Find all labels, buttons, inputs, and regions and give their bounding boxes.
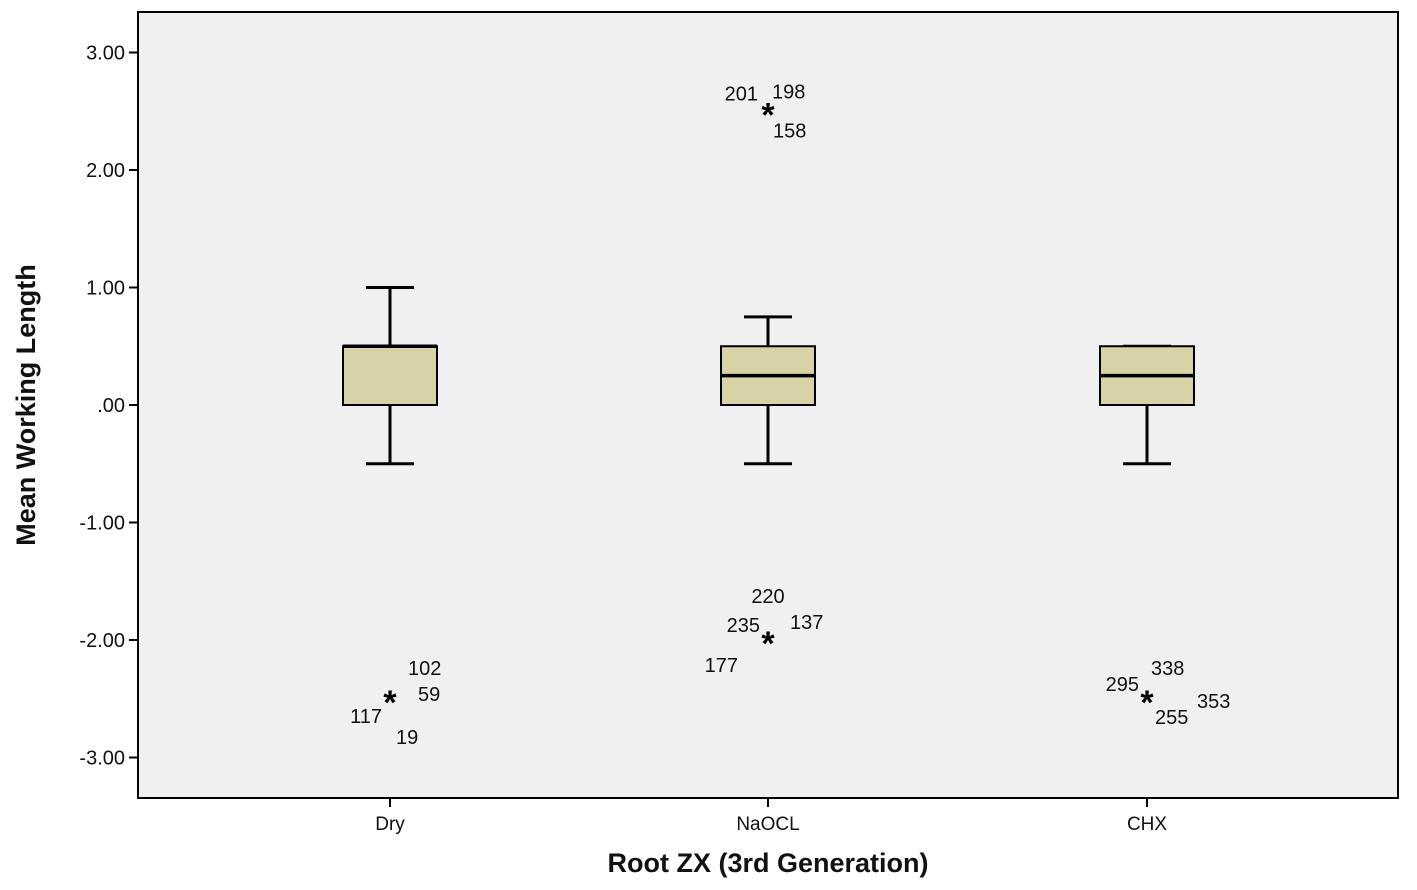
- extreme-case-label: 137: [790, 612, 823, 634]
- y-tick-label: -1.00: [79, 513, 125, 535]
- extreme-case-label: 338: [1151, 658, 1184, 680]
- extreme-marker: *: [1140, 684, 1154, 722]
- extreme-case-label: 102: [408, 658, 441, 680]
- x-axis-title: Root ZX (3rd Generation): [607, 848, 928, 878]
- x-category-label: Dry: [375, 814, 405, 835]
- extreme-case-label: 177: [705, 655, 738, 677]
- x-axis: Dry NaOCL CHX: [375, 798, 1167, 835]
- iqr-box: [342, 345, 438, 406]
- extreme-case-label: 198: [772, 81, 805, 103]
- y-axis: 3.00 2.00 1.00 .00 -1.00 -2.00 -3.00: [79, 43, 138, 770]
- extreme-case-label: 19: [396, 727, 418, 749]
- extreme-case-label: 220: [751, 586, 784, 608]
- y-axis-title: Mean Working Length: [11, 264, 41, 546]
- extreme-case-label: 117: [350, 706, 382, 728]
- extreme-marker: *: [761, 625, 775, 663]
- extreme-case-label: 158: [773, 120, 806, 142]
- y-tick-label: 3.00: [86, 43, 125, 65]
- extreme-case-label: 59: [418, 684, 440, 706]
- y-tick-label: -3.00: [79, 748, 125, 770]
- extreme-case-label: 201: [725, 83, 758, 105]
- extreme-case-label: 353: [1197, 691, 1230, 713]
- y-tick-label: -2.00: [79, 630, 125, 652]
- x-category-label: NaOCL: [736, 814, 799, 835]
- extreme-case-label: 235: [727, 615, 760, 637]
- y-tick-label: .00: [97, 395, 125, 417]
- box-chx: *295 338 353 255: [1099, 344, 1230, 729]
- extreme-marker: *: [383, 684, 397, 722]
- extreme-marker: *: [761, 96, 775, 134]
- extreme-case-label: 255: [1155, 707, 1188, 729]
- y-tick-label: 2.00: [86, 160, 125, 182]
- box-dry: * 102 59 117 19: [342, 286, 441, 749]
- y-tick-label: 1.00: [86, 278, 125, 300]
- extreme-case-label: 295: [1106, 674, 1139, 696]
- x-category-label: CHX: [1127, 814, 1167, 835]
